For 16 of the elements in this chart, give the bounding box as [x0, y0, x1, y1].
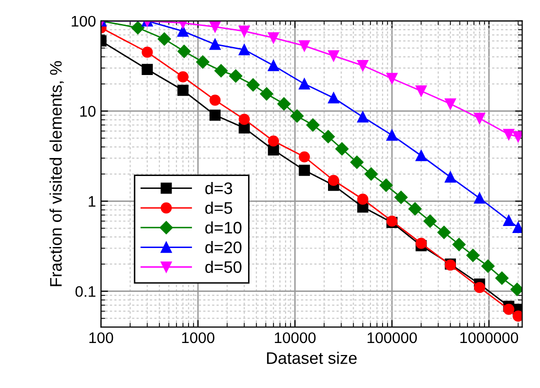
y-tick-label: 0.1 — [75, 286, 96, 297]
x-tick-label: 10000 — [274, 332, 316, 344]
legend-label: d=3 — [205, 182, 232, 194]
x-tick-label: 100 — [89, 332, 114, 344]
x-tick-label: 1000 — [182, 332, 214, 344]
legend-label: d=50 — [205, 260, 242, 273]
y-tick-label: 10 — [80, 106, 96, 117]
y-tick-label: 1 — [88, 196, 96, 207]
legend-label: d=5 — [205, 202, 232, 214]
x-tick-label: 100000 — [368, 332, 417, 344]
y-axis-title: Fraction of visited elements, % — [50, 61, 64, 286]
x-axis-title: Dataset size — [267, 352, 357, 364]
y-tick-label: 100 — [72, 16, 96, 27]
legend-label: d=20 — [205, 241, 242, 254]
legend-label: d=10 — [205, 221, 242, 234]
x-tick-label: 1000000 — [460, 332, 518, 344]
